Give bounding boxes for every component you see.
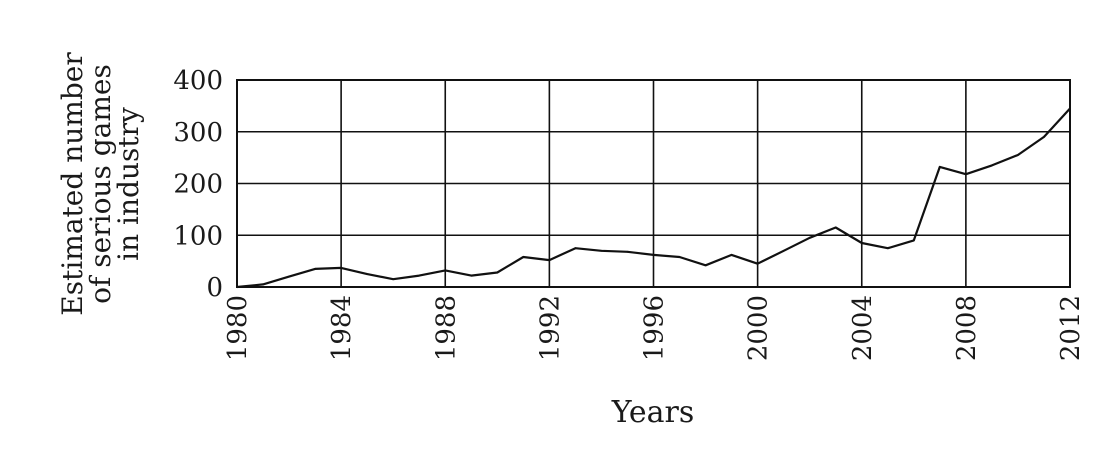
data-point	[340, 266, 343, 269]
y-axis-label-line-1: Estimated number	[56, 52, 89, 316]
y-axis-label-line-3: in industry	[112, 107, 145, 261]
x-tick-labels: 1980 1984 1988 1992 1996 2000 2004 2008 2012	[223, 295, 1086, 361]
y-tick-labels: 0 100 200 300 400	[173, 66, 223, 303]
data-point	[496, 271, 499, 274]
axes	[236, 79, 1071, 288]
data-point	[262, 283, 264, 286]
data-point	[938, 166, 941, 168]
data-point	[314, 267, 316, 270]
x-tick-label: 2008	[952, 295, 982, 361]
x-axis-label: Years	[611, 395, 695, 430]
data-point	[704, 264, 707, 267]
data-point	[522, 256, 525, 258]
data-point	[991, 164, 993, 167]
data-point	[782, 249, 785, 252]
data-point	[678, 256, 681, 258]
x-tick-label: 1984	[327, 295, 357, 361]
series	[236, 107, 1071, 289]
data-point	[808, 236, 811, 239]
y-axis-label-line-2: of serious games	[84, 64, 117, 304]
data-point	[652, 254, 655, 256]
x-tick-label: 2004	[848, 295, 878, 361]
x-tick-label: 2000	[744, 295, 774, 361]
data-point	[964, 173, 967, 176]
y-tick-label: 0	[206, 273, 223, 303]
data-point	[1069, 107, 1071, 110]
y-tick-label: 200	[173, 170, 223, 200]
data-point	[548, 259, 551, 261]
data-point	[236, 286, 238, 288]
data-point	[600, 249, 603, 252]
data-point	[730, 254, 733, 256]
data-point	[912, 239, 915, 242]
y-tick-label: 400	[173, 66, 223, 96]
data-point	[1043, 136, 1045, 138]
x-tick-label: 1996	[640, 295, 670, 361]
data-point	[418, 274, 421, 277]
data-point	[834, 226, 837, 229]
data-point	[470, 274, 473, 277]
data-point	[886, 247, 889, 250]
data-point	[574, 247, 577, 250]
x-tick-label: 1980	[223, 295, 253, 361]
x-tick-label: 1988	[431, 295, 461, 361]
y-axis-label: Estimated number of serious games in ind…	[56, 52, 145, 316]
x-tick-label: 2012	[1056, 295, 1086, 361]
y-tick-label: 100	[173, 221, 223, 251]
data-point	[626, 250, 629, 253]
data-point	[1017, 154, 1019, 156]
plot-frame	[236, 79, 1071, 288]
data-point	[756, 262, 759, 265]
data-point	[444, 269, 447, 272]
data-point	[366, 273, 369, 275]
x-tick-label: 1992	[535, 295, 565, 361]
data-point	[288, 275, 290, 278]
data-point	[392, 278, 395, 281]
data-point	[860, 242, 863, 244]
y-tick-label: 300	[173, 118, 223, 148]
